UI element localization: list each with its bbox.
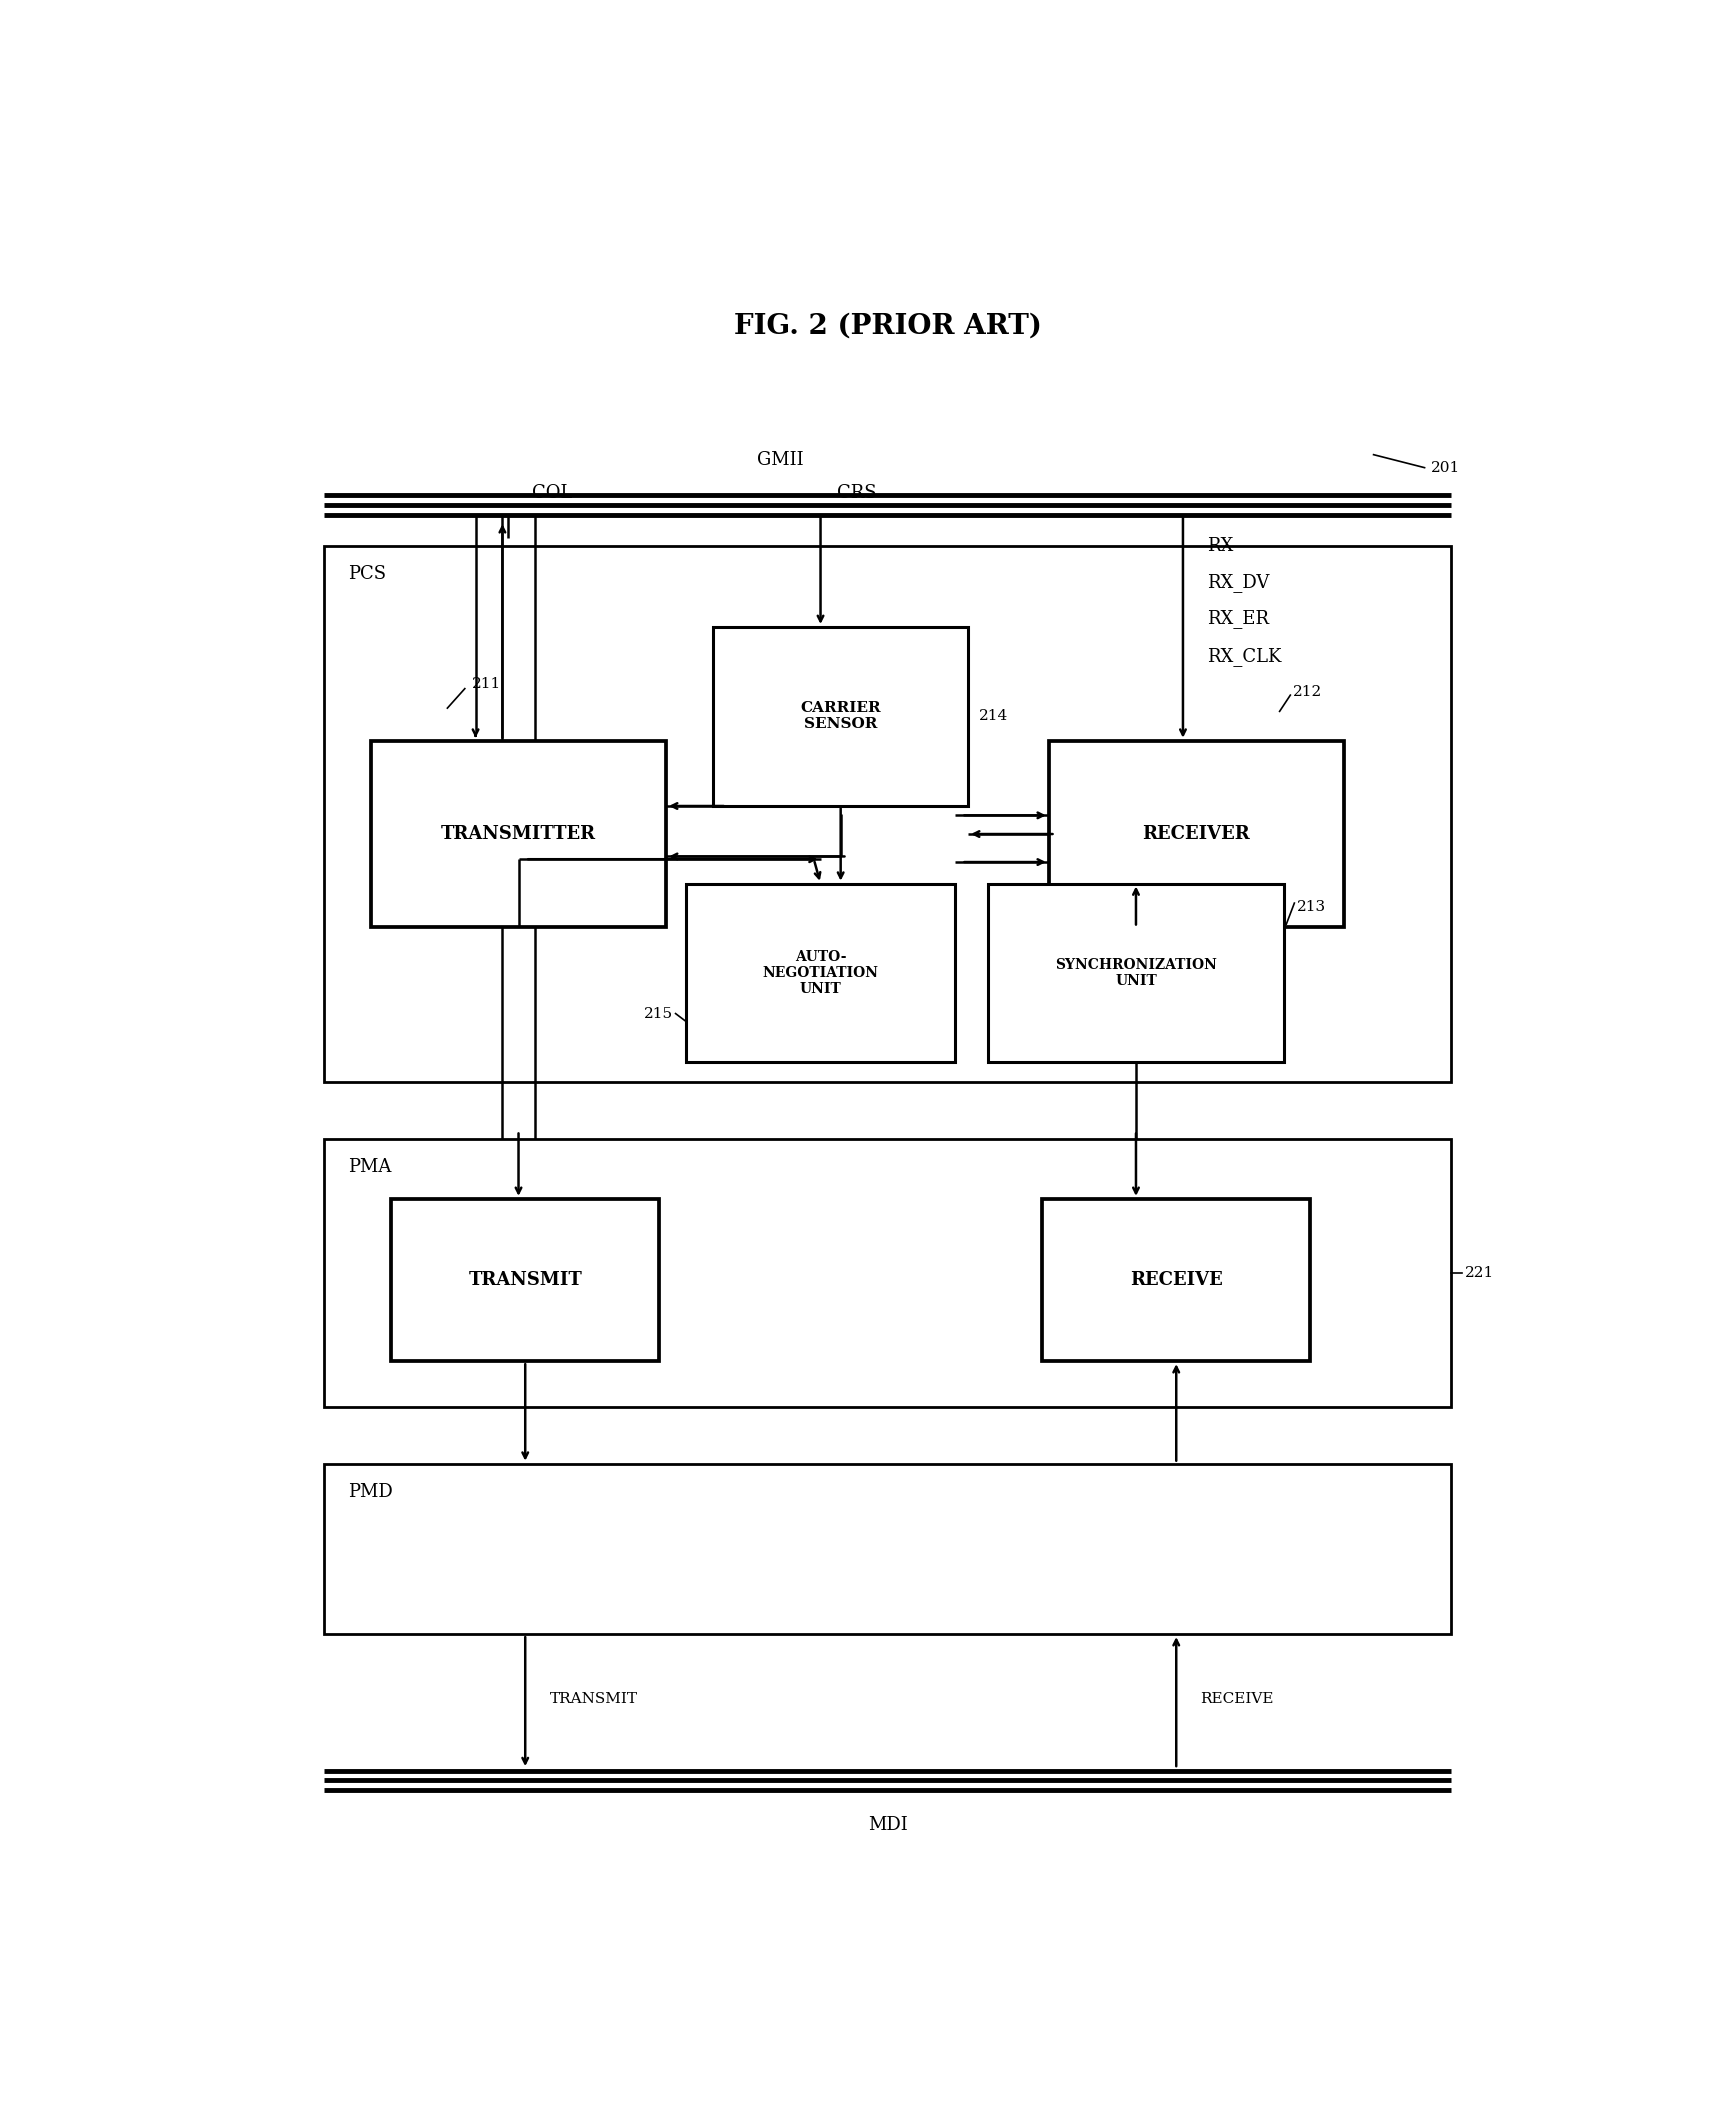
Text: RX_DV: RX_DV [1207, 574, 1270, 593]
Text: SYNCHRONIZATION
UNIT: SYNCHRONIZATION UNIT [1055, 958, 1218, 987]
Text: RX_ER: RX_ER [1207, 610, 1270, 629]
Text: 215: 215 [644, 1006, 672, 1021]
Bar [686, 884, 954, 1061]
Bar [1050, 741, 1344, 928]
Text: PCS: PCS [348, 565, 386, 582]
Text: 213: 213 [1297, 899, 1327, 914]
Bar [371, 741, 667, 928]
Text: CARRIER
SENSOR: CARRIER SENSOR [800, 701, 882, 732]
Text: 214: 214 [979, 709, 1008, 724]
Text: COL: COL [532, 483, 572, 502]
Text: RX_CLK: RX_CLK [1207, 646, 1282, 665]
Text: RECEIVER: RECEIVER [1143, 825, 1251, 844]
Text: RX: RX [1207, 536, 1233, 555]
Text: RECEIVE: RECEIVE [1200, 1692, 1275, 1707]
Text: FIG. 2 (PRIOR ART): FIG. 2 (PRIOR ART) [734, 312, 1041, 340]
Text: TRANSMIT: TRANSMIT [468, 1270, 582, 1289]
Bar [324, 546, 1451, 1082]
Text: TRANSMITTER: TRANSMITTER [442, 825, 596, 844]
Text: RECEIVE: RECEIVE [1129, 1270, 1223, 1289]
Text: CRS: CRS [837, 483, 876, 502]
Bar [714, 627, 968, 806]
Bar [324, 1464, 1451, 1633]
Text: AUTO-
NEGOTIATION
UNIT: AUTO- NEGOTIATION UNIT [762, 950, 878, 996]
Bar [324, 1139, 1451, 1407]
Bar [989, 884, 1283, 1061]
Text: 221: 221 [1465, 1266, 1495, 1279]
Text: 211: 211 [471, 677, 501, 690]
Text: MDI: MDI [868, 1817, 908, 1834]
Text: 201: 201 [1431, 460, 1460, 475]
Text: TRANSMIT: TRANSMIT [549, 1692, 637, 1707]
Text: 212: 212 [1294, 686, 1322, 698]
Text: PMD: PMD [348, 1483, 393, 1500]
Bar [1043, 1198, 1311, 1361]
Text: PMA: PMA [348, 1158, 391, 1175]
Bar [391, 1198, 660, 1361]
Text: GMII: GMII [757, 452, 804, 468]
